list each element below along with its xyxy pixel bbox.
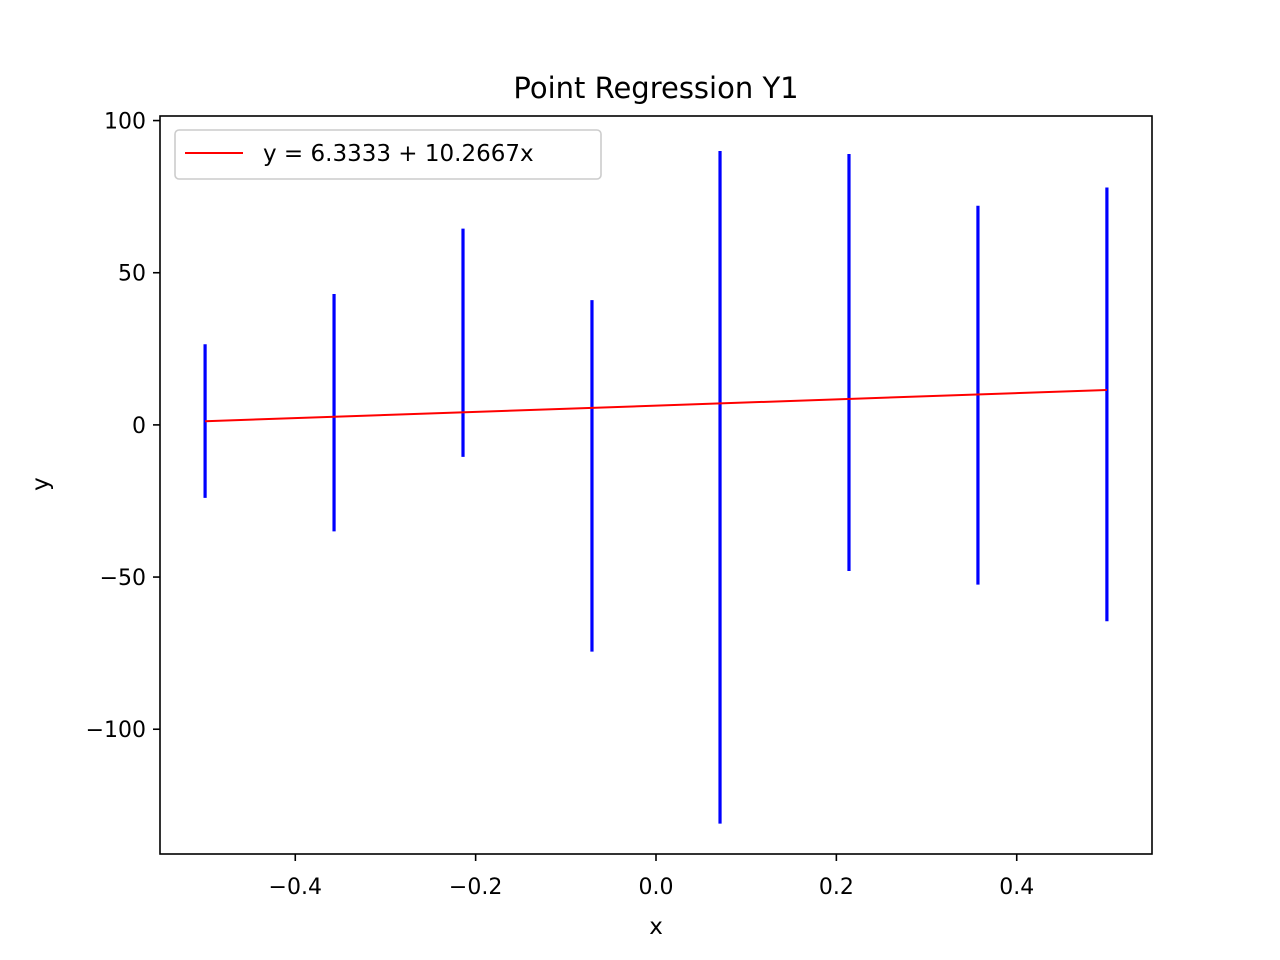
regression-line: [205, 388, 1107, 423]
y-axis-label: y: [28, 477, 54, 491]
chart-title: Point Regression Y1: [513, 71, 798, 105]
x-tick-label: 0.2: [819, 875, 854, 900]
y-tick-label: −50: [100, 566, 146, 591]
legend-entry-regression: y = 6.3333 + 10.2667x: [263, 141, 534, 167]
y-axis: 100 50 0 −50 −100: [86, 110, 160, 743]
y-tick-label: −100: [86, 718, 146, 743]
x-tick-label: −0.2: [449, 875, 502, 900]
y-tick-label: 0: [132, 414, 146, 439]
legend-box: [174, 129, 602, 180]
x-tick-label: −0.4: [269, 875, 322, 900]
x-axis: −0.4 −0.2 0.0 0.2 0.4: [269, 854, 1034, 900]
legend: y = 6.3333 + 10.2667x: [174, 129, 602, 180]
y-tick-label: 50: [118, 262, 146, 287]
x-axis-label: x: [649, 914, 663, 940]
x-tick-label: 0.0: [639, 875, 674, 900]
plot-area: [203, 150, 1109, 824]
y-tick-label: 100: [104, 110, 146, 135]
x-tick-label: 0.4: [999, 875, 1034, 900]
